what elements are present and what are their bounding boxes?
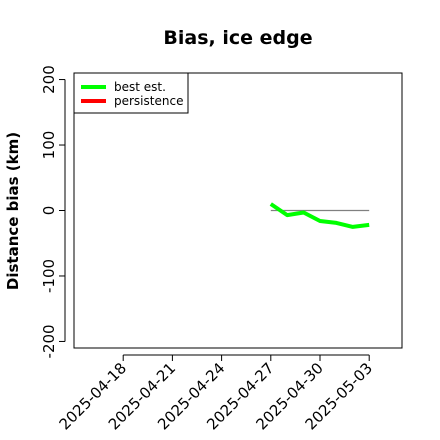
y-tick-label: 0 xyxy=(40,206,58,216)
y-tick-label: 100 xyxy=(40,131,58,160)
y-tick-label: 200 xyxy=(40,65,58,94)
legend-label-best-est: best est. xyxy=(114,80,166,94)
y-axis-title: Distance bias (km) xyxy=(4,132,22,290)
x-axis: 2025-04-182025-04-212025-04-242025-04-27… xyxy=(56,354,376,433)
legend-label-persistence: persistence xyxy=(114,94,183,108)
series-line-best-est xyxy=(269,202,370,229)
legend: best est. persistence xyxy=(73,72,189,114)
series-layer xyxy=(269,202,370,229)
y-tick-label: -100 xyxy=(40,259,58,293)
y-tick-label: -200 xyxy=(40,324,58,358)
y-axis: -200 -100 0 100 200 xyxy=(40,65,66,358)
legend-box xyxy=(73,72,189,114)
plot-frame xyxy=(73,72,403,349)
chart-title: Bias, ice edge xyxy=(163,27,312,49)
